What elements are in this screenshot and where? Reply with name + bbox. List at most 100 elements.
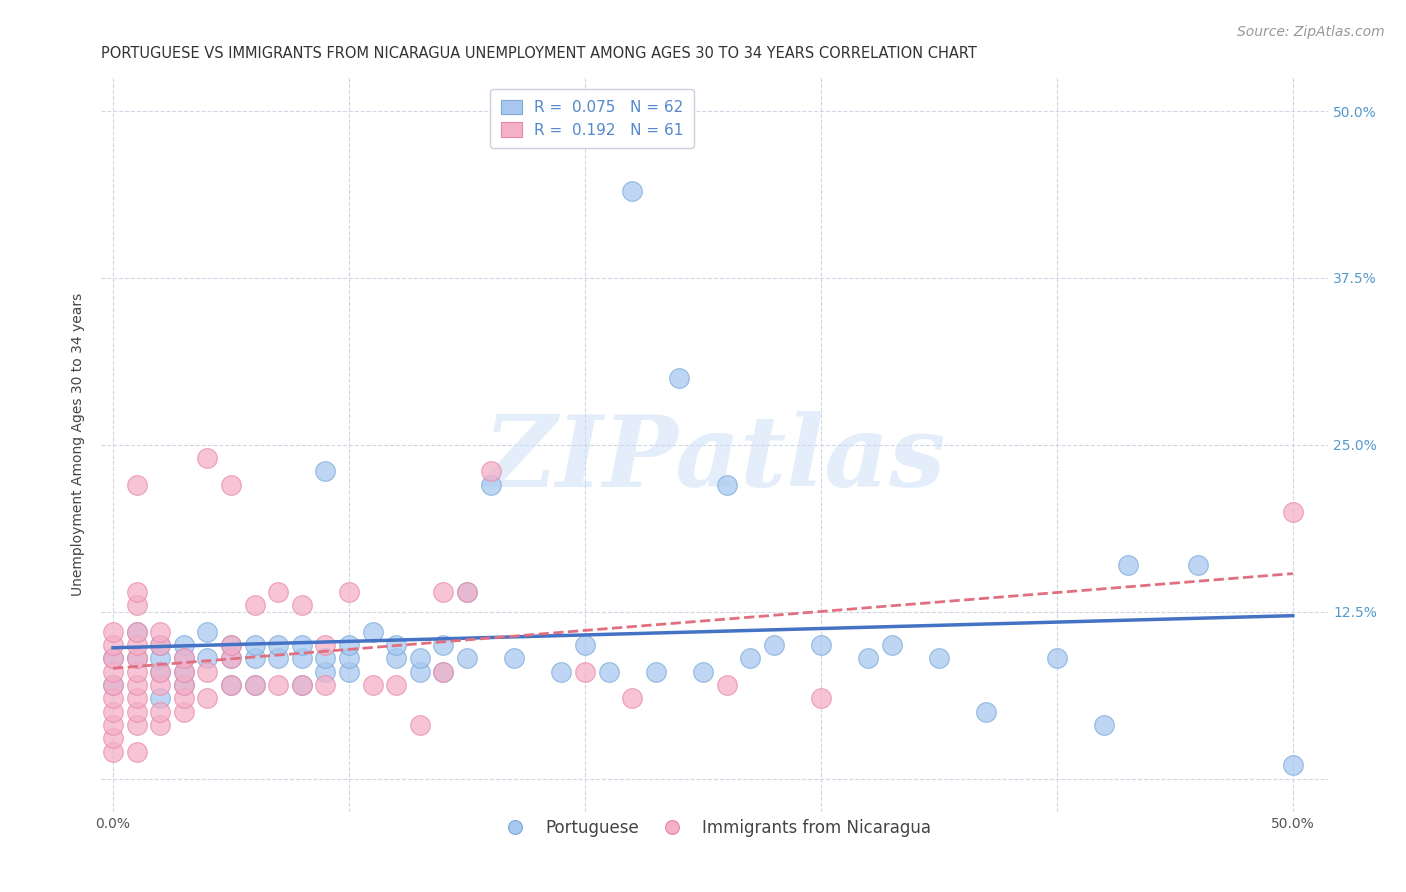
- Point: [173, 651, 195, 665]
- Point: [101, 718, 124, 732]
- Point: [267, 678, 290, 692]
- Point: [125, 718, 148, 732]
- Point: [267, 638, 290, 652]
- Point: [810, 691, 832, 706]
- Point: [928, 651, 950, 665]
- Point: [385, 678, 408, 692]
- Point: [219, 651, 242, 665]
- Point: [1281, 758, 1303, 772]
- Point: [243, 598, 266, 612]
- Point: [149, 638, 172, 652]
- Point: [291, 638, 314, 652]
- Point: [503, 651, 526, 665]
- Point: [101, 731, 124, 746]
- Point: [668, 371, 690, 385]
- Point: [173, 638, 195, 652]
- Point: [740, 651, 762, 665]
- Point: [149, 651, 172, 665]
- Point: [173, 678, 195, 692]
- Point: [291, 678, 314, 692]
- Point: [385, 638, 408, 652]
- Point: [149, 705, 172, 719]
- Point: [574, 638, 596, 652]
- Point: [173, 665, 195, 679]
- Point: [149, 624, 172, 639]
- Point: [267, 584, 290, 599]
- Point: [456, 584, 478, 599]
- Point: [149, 665, 172, 679]
- Point: [716, 478, 738, 492]
- Point: [337, 584, 360, 599]
- Point: [314, 665, 336, 679]
- Point: [219, 478, 242, 492]
- Text: Source: ZipAtlas.com: Source: ZipAtlas.com: [1237, 25, 1385, 39]
- Point: [125, 705, 148, 719]
- Point: [810, 638, 832, 652]
- Point: [856, 651, 879, 665]
- Point: [101, 651, 124, 665]
- Point: [125, 624, 148, 639]
- Point: [219, 638, 242, 652]
- Point: [291, 678, 314, 692]
- Point: [409, 718, 432, 732]
- Point: [550, 665, 572, 679]
- Point: [479, 465, 502, 479]
- Point: [101, 705, 124, 719]
- Point: [173, 651, 195, 665]
- Point: [291, 598, 314, 612]
- Point: [644, 665, 666, 679]
- Point: [125, 745, 148, 759]
- Point: [1116, 558, 1139, 572]
- Legend: Portuguese, Immigrants from Nicaragua: Portuguese, Immigrants from Nicaragua: [492, 813, 938, 844]
- Point: [432, 665, 454, 679]
- Point: [101, 678, 124, 692]
- Point: [243, 651, 266, 665]
- Point: [101, 745, 124, 759]
- Point: [101, 624, 124, 639]
- Point: [361, 678, 384, 692]
- Point: [197, 624, 219, 639]
- Point: [409, 651, 432, 665]
- Point: [1092, 718, 1115, 732]
- Point: [125, 598, 148, 612]
- Text: ZIPatlas: ZIPatlas: [484, 411, 946, 508]
- Point: [125, 638, 148, 652]
- Point: [149, 638, 172, 652]
- Point: [432, 638, 454, 652]
- Point: [197, 651, 219, 665]
- Point: [173, 691, 195, 706]
- Y-axis label: Unemployment Among Ages 30 to 34 years: Unemployment Among Ages 30 to 34 years: [72, 293, 86, 597]
- Point: [219, 678, 242, 692]
- Point: [716, 678, 738, 692]
- Point: [243, 638, 266, 652]
- Point: [101, 678, 124, 692]
- Point: [149, 718, 172, 732]
- Point: [314, 638, 336, 652]
- Point: [974, 705, 997, 719]
- Point: [337, 665, 360, 679]
- Point: [125, 665, 148, 679]
- Point: [173, 678, 195, 692]
- Point: [1281, 504, 1303, 518]
- Point: [173, 665, 195, 679]
- Point: [432, 665, 454, 679]
- Point: [243, 678, 266, 692]
- Point: [314, 678, 336, 692]
- Point: [1187, 558, 1209, 572]
- Point: [385, 651, 408, 665]
- Point: [479, 478, 502, 492]
- Point: [219, 638, 242, 652]
- Point: [101, 665, 124, 679]
- Point: [125, 678, 148, 692]
- Point: [409, 665, 432, 679]
- Point: [197, 451, 219, 466]
- Point: [243, 678, 266, 692]
- Point: [173, 705, 195, 719]
- Point: [574, 665, 596, 679]
- Point: [125, 584, 148, 599]
- Point: [456, 651, 478, 665]
- Point: [149, 678, 172, 692]
- Point: [880, 638, 903, 652]
- Point: [1046, 651, 1069, 665]
- Point: [197, 691, 219, 706]
